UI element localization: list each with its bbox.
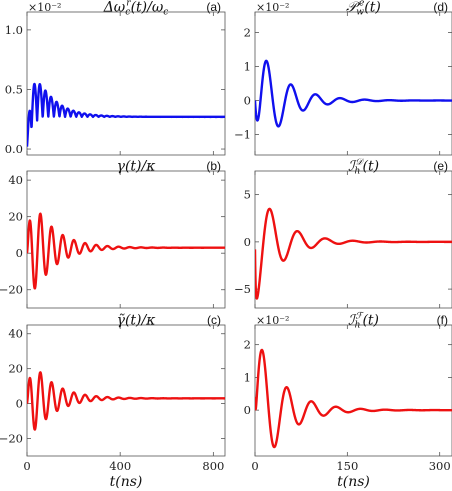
x-axis-label: t(ns) bbox=[337, 474, 370, 490]
series-line bbox=[255, 59, 452, 128]
plot-frame bbox=[254, 170, 452, 309]
panel-title: γ̃(t)/κ bbox=[117, 313, 156, 329]
plot-frame bbox=[254, 11, 452, 156]
chart-panel-f: 0 1 2 0 150 300 ×10⁻² ℐhℱ(t) (f) t(ns) bbox=[244, 312, 452, 490]
y-tick-label: 0 bbox=[16, 246, 23, 260]
series-line bbox=[255, 348, 452, 449]
y-tick-label: 20 bbox=[8, 362, 23, 376]
plot-frame bbox=[26, 11, 226, 156]
y-tick-label: 0 bbox=[244, 235, 251, 249]
y-tick-label: −1 bbox=[234, 128, 251, 142]
y-tick-label: −20 bbox=[0, 283, 23, 297]
axis-multiplier: ×10⁻² bbox=[28, 1, 61, 14]
panel-title: ℐhℱ(t) bbox=[348, 312, 379, 331]
panel-tag: (a) bbox=[206, 0, 221, 14]
y-tick-label: 0.0 bbox=[5, 142, 23, 156]
panel-tag: (c) bbox=[207, 313, 221, 327]
y-tick-label: −20 bbox=[0, 432, 23, 446]
x-tick-label: 150 bbox=[336, 459, 358, 473]
series-line bbox=[255, 207, 452, 300]
y-tick-label: 2 bbox=[244, 25, 251, 39]
y-tick-label: 0.5 bbox=[5, 82, 23, 96]
chart-panel-a: 0.0 0.5 1.0 ×10⁻² Δωcr(t)/ωc (a) bbox=[5, 0, 226, 156]
y-tick-label: 0 bbox=[244, 403, 251, 417]
y-tick-label: 0 bbox=[244, 94, 251, 108]
y-tick-label: 1.0 bbox=[5, 23, 23, 37]
x-tick-label: 0 bbox=[23, 459, 30, 473]
x-tick-label: 800 bbox=[202, 459, 224, 473]
y-tick-label: 40 bbox=[8, 327, 23, 341]
plot-frame bbox=[254, 324, 452, 457]
panel-title: ℐh𝒟(t) bbox=[348, 158, 379, 177]
plot-frame bbox=[26, 170, 226, 309]
x-axis-label: t(ns) bbox=[110, 474, 143, 490]
y-tick-label: 20 bbox=[8, 210, 23, 224]
panel-tag: (b) bbox=[206, 159, 221, 173]
y-tick-label: −5 bbox=[234, 282, 251, 296]
y-tick-label: 40 bbox=[8, 173, 23, 187]
axis-multiplier: ×10⁻² bbox=[256, 1, 289, 14]
y-tick-label: 1 bbox=[244, 370, 251, 384]
chart-panel-e: −5 0 5 ℐh𝒟(t) (e) bbox=[234, 158, 452, 309]
panel-title: 𝒫we(t) bbox=[346, 0, 381, 18]
plot-frame bbox=[26, 324, 226, 457]
y-tick-label: 5 bbox=[244, 188, 251, 202]
panel-tag: (d) bbox=[433, 0, 448, 14]
panel-tag: (f) bbox=[437, 313, 448, 327]
y-tick-label: 1 bbox=[244, 59, 251, 73]
series-line bbox=[27, 82, 225, 147]
panel-title: γ(t)/κ bbox=[117, 159, 156, 175]
axis-multiplier: ×10⁻² bbox=[256, 314, 289, 327]
panel-title: Δωcr(t)/ωc bbox=[103, 0, 169, 18]
chart-panel-d: −1 0 1 2 ×10⁻² 𝒫we(t) (d) bbox=[234, 0, 452, 156]
x-tick-label: 0 bbox=[251, 459, 258, 473]
series-line bbox=[27, 212, 225, 290]
x-tick-label: 400 bbox=[109, 459, 131, 473]
y-tick-label: 0 bbox=[16, 397, 23, 411]
chart-panel-b: −20 0 20 40 γ(t)/κ (b) bbox=[0, 159, 226, 309]
panel-tag: (e) bbox=[433, 159, 448, 173]
x-tick-label: 300 bbox=[429, 459, 451, 473]
series-line bbox=[27, 371, 225, 431]
y-tick-label: 2 bbox=[244, 338, 251, 352]
